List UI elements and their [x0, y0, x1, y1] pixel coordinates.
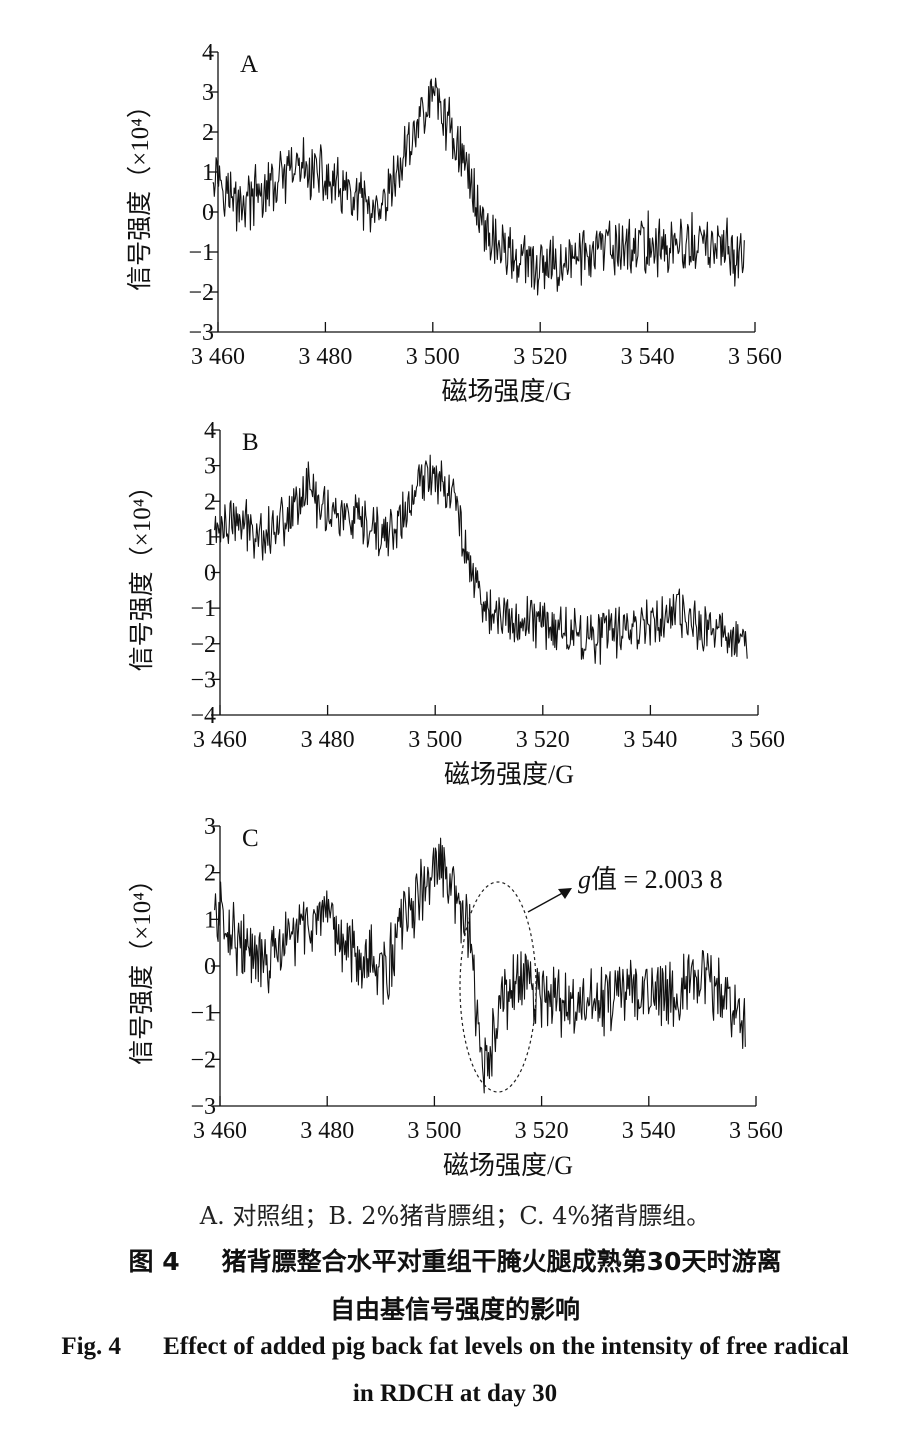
y-axis-label: 信号强度（×10⁴）: [128, 474, 156, 672]
y-tick-label: −1: [190, 1001, 216, 1027]
chart-panel-b: −4 −3 −2 −1 0 1 2 3 4 3 460 3 480 3 500 3 520 3 540 3 …: [128, 418, 785, 789]
x-axis-label: 磁场强度/G: [443, 1151, 573, 1180]
annotation-arrow-head: [558, 888, 572, 899]
y-tick-label: −2: [190, 1047, 216, 1073]
panel-label: C: [242, 825, 259, 852]
x-tick-label: 3 520: [513, 344, 567, 370]
y-tick-label: −1: [190, 596, 216, 622]
y-tick-label: 1: [202, 160, 214, 186]
y-tick-label: 3: [204, 814, 216, 840]
chart-panel-a: −3 −2 −1 0 1 2 3 4 3 460 3 480 3 500 3 520 3 540 3 56…: [126, 40, 782, 406]
y-tick-label: 1: [204, 907, 216, 933]
caption-english-line-1: Fig. 4 Effect of added pig back fat level…: [0, 1333, 910, 1361]
x-tick-label: 3 520: [515, 1118, 569, 1144]
x-tick-label: 3 500: [407, 1118, 461, 1144]
y-axis-label: 信号强度（×10⁴）: [128, 867, 156, 1065]
y-tick-label: 0: [202, 200, 214, 226]
panel-label: A: [240, 51, 258, 78]
y-axis-label: 信号强度（×10⁴）: [126, 93, 154, 291]
x-tick-label: 3 500: [408, 727, 462, 753]
x-tick-label: 3 460: [191, 344, 245, 370]
y-tick-label: −2: [188, 280, 214, 306]
y-tick-label: 3: [204, 454, 216, 480]
annotation-value: 值 = 2.003 8: [591, 865, 723, 894]
y-tick-label: 2: [204, 489, 216, 515]
caption-chinese-title: 猪背膘整合水平对重组干腌火腿成熟第30天时游离: [221, 1247, 782, 1276]
caption-english-figure-number: Fig. 4: [61, 1333, 122, 1360]
y-tick-label: 3: [202, 80, 214, 106]
x-tick-label: 3 540: [622, 1118, 676, 1144]
caption-english-title: Effect of added pig back fat levels on t…: [163, 1333, 849, 1360]
x-tick-label: 3 520: [516, 727, 570, 753]
caption-chinese-figure-number: 图 4: [128, 1247, 180, 1276]
y-tick-label: 4: [202, 40, 214, 66]
y-tick-label: 2: [202, 120, 214, 146]
x-axis-label: 磁场强度/G: [444, 760, 574, 789]
y-tick-label: −4: [190, 703, 216, 729]
annotation-g-symbol: g: [578, 865, 591, 894]
y-tick-label: −2: [190, 632, 216, 658]
x-tick-label: 3 480: [300, 1118, 354, 1144]
figure-legend-note: A. 对照组；B. 2%猪背膘组；C. 4%猪背膘组。: [199, 1202, 711, 1230]
panel-label: B: [242, 429, 259, 456]
x-tick-label: 3 560: [728, 344, 782, 370]
g-value-annotation: g值 = 2.003 8: [459, 865, 723, 1093]
x-tick-label: 3 540: [621, 344, 675, 370]
x-axis-label: 磁场强度/G: [441, 377, 571, 406]
x-tick-label: 3 560: [731, 727, 785, 753]
x-tick-label: 3 560: [729, 1118, 783, 1144]
y-tick-label: 4: [204, 418, 216, 444]
y-tick-label: −3: [190, 1094, 216, 1120]
chart-panel-c: −3 −2 −1 0 1 2 3 3 460 3 480 3 500 3 520 3 540 3 560…: [128, 814, 783, 1180]
caption-english-line-2: in RDCH at day 30: [352, 1380, 558, 1407]
annotation-text: g值 = 2.003 8: [578, 865, 723, 894]
x-tick-label: 3 460: [193, 1118, 247, 1144]
signal-line: [214, 837, 746, 1094]
y-tick-label: 0: [204, 561, 216, 587]
y-tick-label: −3: [190, 667, 216, 693]
x-tick-label: 3 480: [298, 344, 352, 370]
caption-chinese-line-1: 图 4 猪背膘整合水平对重组干腌火腿成熟第30天时游离: [0, 1242, 910, 1278]
x-tick-label: 3 460: [193, 727, 247, 753]
y-tick-label: 1: [204, 525, 216, 551]
y-tick-label: 0: [204, 954, 216, 980]
caption-chinese-line-2: 自由基信号强度的影响: [329, 1295, 580, 1324]
signal-line: [212, 77, 745, 296]
y-tick-label: −3: [188, 320, 214, 346]
x-tick-label: 3 480: [301, 727, 355, 753]
signal-line: [214, 454, 748, 665]
y-tick-label: −1: [188, 240, 214, 266]
figure: −3 −2 −1 0 1 2 3 4 3 460 3 480 3 500 3 520 3 540 3 56…: [126, 40, 785, 1180]
x-tick-label: 3 540: [623, 727, 677, 753]
x-tick-label: 3 500: [406, 344, 460, 370]
highlight-ellipse: [459, 881, 537, 1093]
y-tick-label: 2: [204, 861, 216, 887]
